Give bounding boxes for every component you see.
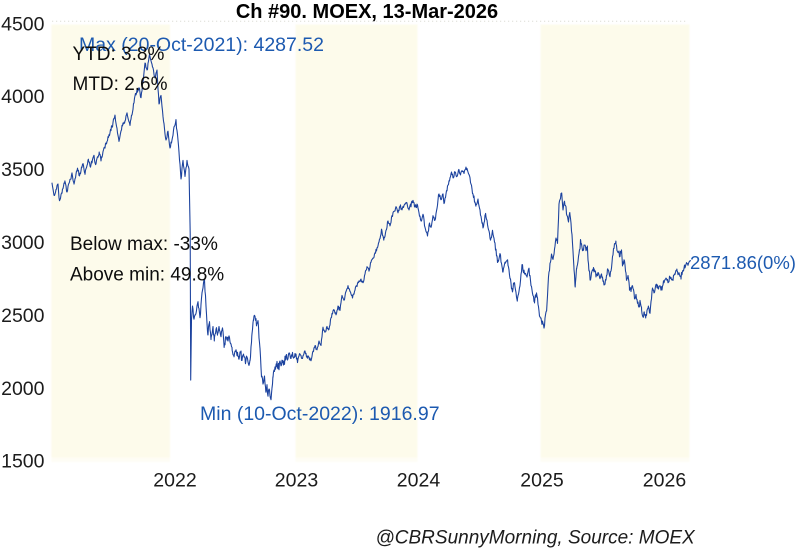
svg-text:MTD: 2.6%: MTD: 2.6% (73, 74, 168, 95)
svg-text:2000: 2000 (1, 378, 45, 400)
svg-text:4500: 4500 (1, 13, 45, 35)
svg-text:Min (10-Oct-2022): 1916.97: Min (10-Oct-2022): 1916.97 (200, 403, 440, 425)
svg-text:Max (20-Oct-2021): 4287.52: Max (20-Oct-2021): 4287.52 (79, 34, 324, 56)
svg-text:2871.86(0%): 2871.86(0%) (690, 252, 796, 273)
svg-text:4000: 4000 (1, 86, 45, 108)
svg-text:2023: 2023 (275, 470, 318, 492)
svg-text:2500: 2500 (1, 305, 45, 327)
svg-text:2026: 2026 (643, 470, 686, 492)
svg-text:3500: 3500 (1, 159, 45, 181)
svg-text:@CBRSunnyMorning, Source: MOEX: @CBRSunnyMorning, Source: MOEX (376, 528, 697, 549)
svg-text:YTD: 3.8%: YTD: 3.8% (73, 44, 165, 65)
svg-text:2024: 2024 (397, 470, 441, 492)
svg-text:Below max: -33%: Below max: -33% (70, 234, 218, 255)
svg-text:Ch #90. MOEX, 13-Mar-2026: Ch #90. MOEX, 13-Mar-2026 (236, 1, 498, 23)
svg-text:1500: 1500 (1, 451, 45, 473)
svg-text:3000: 3000 (1, 232, 45, 254)
svg-text:2022: 2022 (153, 470, 196, 492)
svg-text:Above min: 49.8%: Above min: 49.8% (70, 265, 224, 286)
svg-text:2025: 2025 (520, 470, 564, 492)
